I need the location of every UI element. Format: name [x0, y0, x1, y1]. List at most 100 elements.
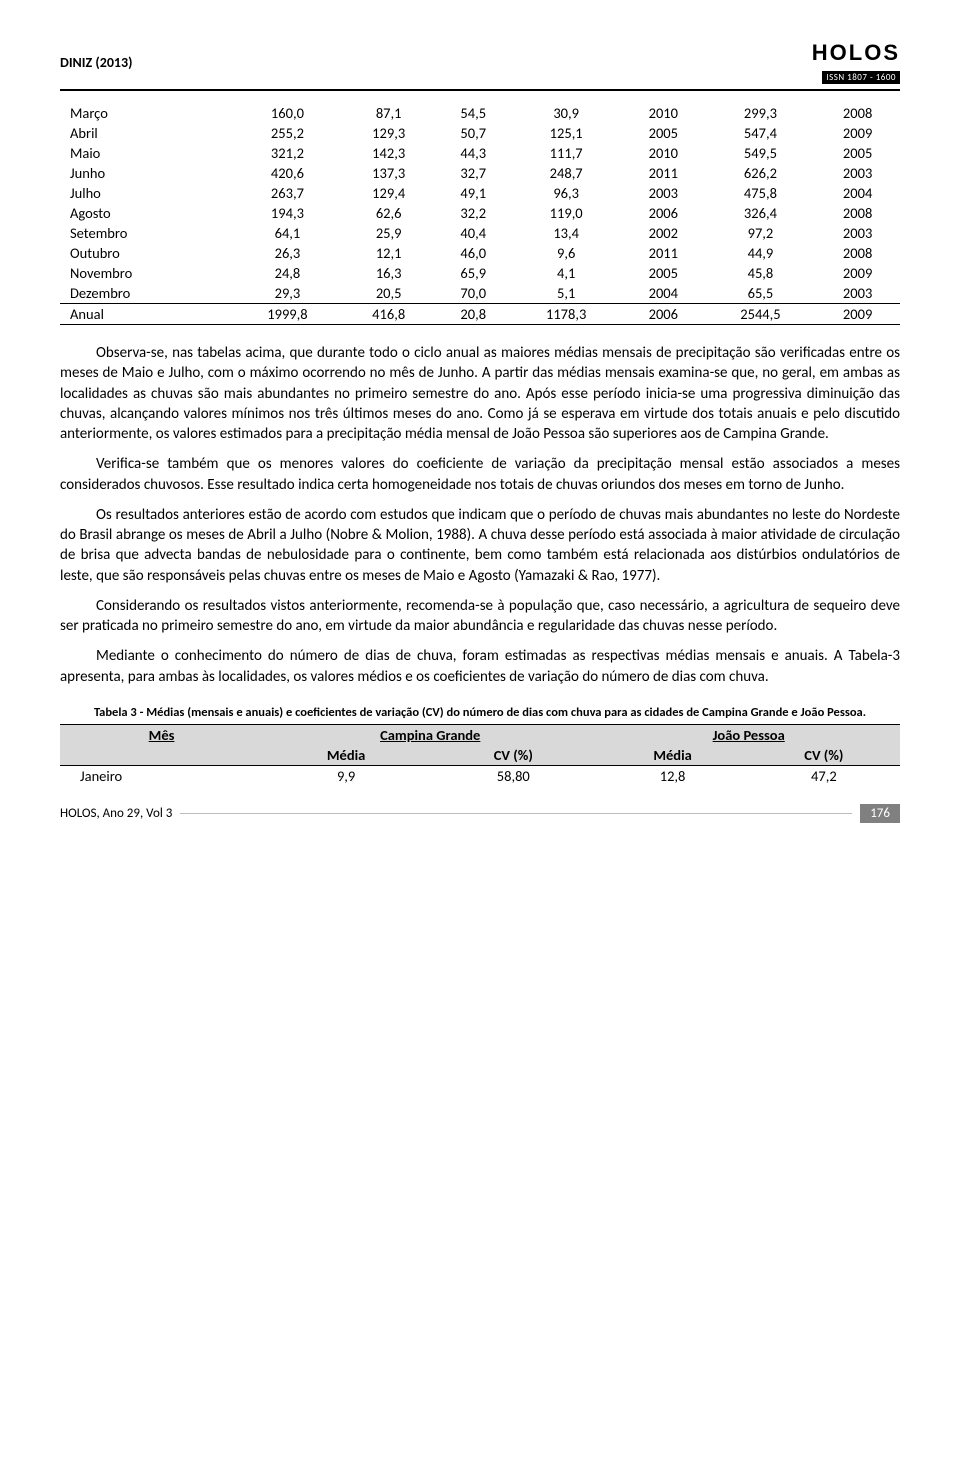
- row-value: 12,1: [342, 243, 435, 263]
- paragraph-2: Verifica-se também que os menores valore…: [60, 454, 900, 495]
- row-value: 24,8: [233, 263, 343, 283]
- logo-issn: ISSN 1807 - 1600: [822, 71, 900, 84]
- row-value: 326,4: [706, 203, 816, 223]
- footer-divider: [180, 813, 852, 814]
- table-row: Maio321,2142,344,3111,72010549,52005: [60, 143, 900, 163]
- row-value: 13,4: [511, 223, 621, 243]
- row-value: 20,5: [342, 283, 435, 304]
- row-month: Julho: [60, 183, 233, 203]
- table3-head-cv2: CV (%): [748, 745, 900, 766]
- row-value: 2010: [621, 103, 706, 123]
- row-value: 142,3: [342, 143, 435, 163]
- paragraph-1: Observa-se, nas tabelas acima, que duran…: [60, 343, 900, 444]
- table3-val-d: 47,2: [748, 765, 900, 786]
- row-value: 2009: [815, 304, 900, 325]
- row-value: 50,7: [435, 123, 511, 143]
- table-row: Julho263,7129,449,196,32003475,82004: [60, 183, 900, 203]
- row-value: 2544,5: [706, 304, 816, 325]
- row-month: Outubro: [60, 243, 233, 263]
- table3-head-city1: Campina Grande: [263, 724, 597, 745]
- row-value: 2008: [815, 103, 900, 123]
- table3-row: Janeiro 9,9 58,80 12,8 47,2: [60, 765, 900, 786]
- row-value: 87,1: [342, 103, 435, 123]
- table-row: Anual1999,8416,820,81178,320062544,52009: [60, 304, 900, 325]
- row-value: 32,2: [435, 203, 511, 223]
- row-value: 44,3: [435, 143, 511, 163]
- row-value: 2011: [621, 163, 706, 183]
- row-month: Anual: [60, 304, 233, 325]
- row-value: 255,2: [233, 123, 343, 143]
- row-value: 2003: [815, 283, 900, 304]
- table3-head-city2: João Pessoa: [597, 724, 900, 745]
- body-text: Observa-se, nas tabelas acima, que duran…: [60, 343, 900, 687]
- row-value: 248,7: [511, 163, 621, 183]
- table-row: Dezembro29,320,570,05,1200465,52003: [60, 283, 900, 304]
- row-value: 2003: [815, 163, 900, 183]
- table-row: Novembro24,816,365,94,1200545,82009: [60, 263, 900, 283]
- table3: Mês Campina Grande João Pessoa Média CV …: [60, 724, 900, 786]
- row-value: 119,0: [511, 203, 621, 223]
- table3-val-a: 9,9: [263, 765, 429, 786]
- table3-head-cv1: CV (%): [429, 745, 597, 766]
- row-value: 1999,8: [233, 304, 343, 325]
- row-value: 547,4: [706, 123, 816, 143]
- row-value: 299,3: [706, 103, 816, 123]
- row-value: 65,5: [706, 283, 816, 304]
- row-value: 160,0: [233, 103, 343, 123]
- row-value: 129,3: [342, 123, 435, 143]
- page-header: DINIZ (2013) HOLOS ISSN 1807 - 1600: [60, 40, 900, 91]
- row-value: 2006: [621, 203, 706, 223]
- table-row: Setembro64,125,940,413,4200297,22003: [60, 223, 900, 243]
- row-value: 4,1: [511, 263, 621, 283]
- table3-val-b: 58,80: [429, 765, 597, 786]
- row-value: 64,1: [233, 223, 343, 243]
- row-value: 2008: [815, 243, 900, 263]
- row-value: 111,7: [511, 143, 621, 163]
- page-footer: HOLOS, Ano 29, Vol 3 176: [60, 804, 900, 823]
- table-row: Agosto194,362,632,2119,02006326,42008: [60, 203, 900, 223]
- row-value: 2003: [621, 183, 706, 203]
- table3-head-mes: Mês: [60, 724, 263, 745]
- row-value: 96,3: [511, 183, 621, 203]
- row-value: 263,7: [233, 183, 343, 203]
- row-value: 30,9: [511, 103, 621, 123]
- row-value: 2004: [621, 283, 706, 304]
- row-value: 62,6: [342, 203, 435, 223]
- table3-head-media1: Média: [263, 745, 429, 766]
- row-month: Junho: [60, 163, 233, 183]
- row-value: 2002: [621, 223, 706, 243]
- row-value: 45,8: [706, 263, 816, 283]
- row-value: 2004: [815, 183, 900, 203]
- table-row: Março160,087,154,530,92010299,32008: [60, 103, 900, 123]
- row-value: 321,2: [233, 143, 343, 163]
- paragraph-5: Mediante o conhecimento do número de dia…: [60, 646, 900, 687]
- row-value: 46,0: [435, 243, 511, 263]
- row-value: 2010: [621, 143, 706, 163]
- row-value: 549,5: [706, 143, 816, 163]
- row-month: Dezembro: [60, 283, 233, 304]
- row-value: 137,3: [342, 163, 435, 183]
- row-value: 49,1: [435, 183, 511, 203]
- footer-left: HOLOS, Ano 29, Vol 3: [60, 806, 172, 821]
- row-value: 44,9: [706, 243, 816, 263]
- row-value: 1178,3: [511, 304, 621, 325]
- row-value: 125,1: [511, 123, 621, 143]
- row-value: 129,4: [342, 183, 435, 203]
- row-value: 40,4: [435, 223, 511, 243]
- row-value: 2009: [815, 123, 900, 143]
- row-month: Abril: [60, 123, 233, 143]
- row-value: 25,9: [342, 223, 435, 243]
- page-number: 176: [860, 804, 900, 823]
- table-row: Outubro26,312,146,09,6201144,92008: [60, 243, 900, 263]
- row-value: 2011: [621, 243, 706, 263]
- paragraph-3: Os resultados anteriores estão de acordo…: [60, 505, 900, 586]
- row-value: 5,1: [511, 283, 621, 304]
- journal-logo: HOLOS ISSN 1807 - 1600: [812, 40, 900, 85]
- row-month: Maio: [60, 143, 233, 163]
- row-value: 26,3: [233, 243, 343, 263]
- row-value: 2008: [815, 203, 900, 223]
- row-month: Agosto: [60, 203, 233, 223]
- table3-head-media2: Média: [597, 745, 747, 766]
- paragraph-4: Considerando os resultados vistos anteri…: [60, 596, 900, 637]
- logo-main: HOLOS: [812, 40, 900, 66]
